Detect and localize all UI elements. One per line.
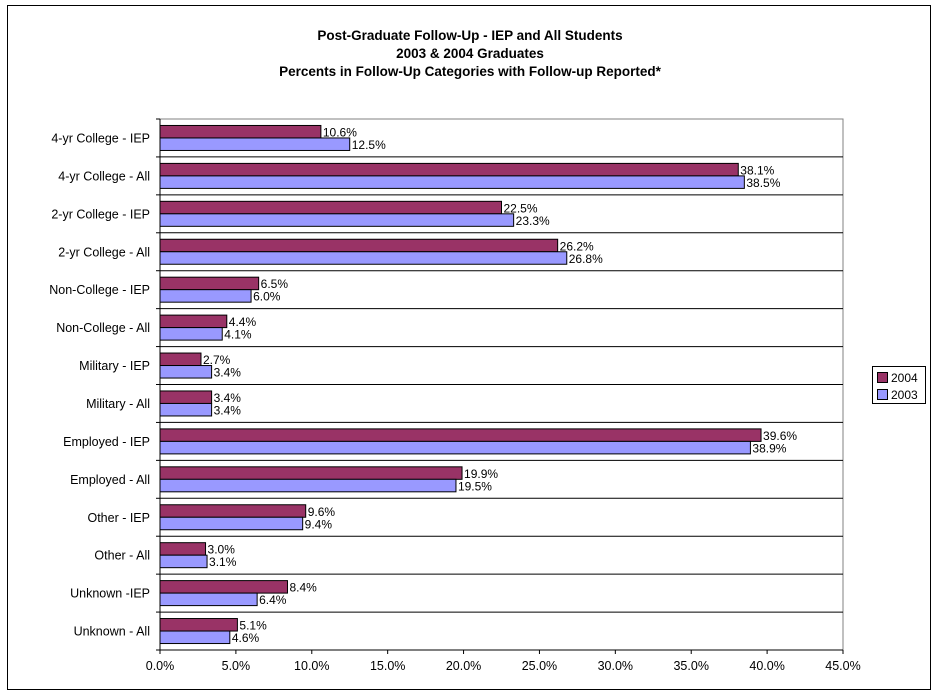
x-tick-label: 45.0% [825,659,860,673]
bar-2003 [159,175,745,189]
bar-2004 [159,618,238,632]
x-tick-label: 10.0% [294,659,329,673]
category-label: Non-College - IEP [49,283,150,297]
x-tick-label: 15.0% [370,659,405,673]
data-label-2004: 38.1% [740,163,774,177]
bar-2003 [159,289,252,303]
data-label-2004: 22.5% [504,201,538,215]
data-label-2003: 12.5% [352,138,386,152]
category-label: 4-yr College - All [58,169,150,183]
data-label-2004: 2.7% [203,353,231,367]
data-label-2003: 38.9% [752,441,786,455]
category-label: Other - IEP [87,511,150,525]
bar-2004 [159,276,260,291]
data-label-2003: 23.3% [516,214,550,228]
bar-2003 [159,137,351,151]
x-tick-label: 5.0% [222,659,251,673]
data-label-2003: 38.5% [746,176,780,190]
bar-2004 [159,162,739,177]
bar-2003 [159,554,208,569]
bar-2004 [159,504,307,518]
data-label-2003: 3.1% [209,555,237,569]
legend-swatch-2003 [877,389,888,400]
data-label-2003: 19.5% [458,479,492,493]
chart-title: Post-Graduate Follow-Up - IEP and All St… [317,28,623,43]
bar-2004 [159,390,213,404]
bar-2003 [159,516,304,531]
data-label-2003: 3.4% [214,403,242,417]
bar-2004 [159,542,207,556]
data-label-2003: 4.6% [232,631,260,645]
data-label-2003: 3.4% [214,366,242,380]
data-label-2003: 9.4% [305,517,333,531]
bar-2004 [159,580,288,594]
data-label-2004: 26.2% [560,239,594,253]
category-label: Military - IEP [79,359,150,373]
bar-2004 [159,352,202,367]
x-tick-label: 25.0% [522,659,557,673]
bar-2003 [159,478,457,493]
bar-2003 [159,402,213,417]
x-tick-label: 35.0% [673,659,708,673]
data-label-2004: 4.4% [229,315,257,329]
chart-subtitle-2: Percents in Follow-Up Categories with Fo… [279,64,661,79]
data-label-2004: 3.4% [214,391,242,405]
bar-2004 [159,238,559,253]
category-label: Unknown -IEP [70,587,150,601]
x-tick-label: 30.0% [598,659,633,673]
data-label-2003: 6.0% [253,290,281,304]
bar-2003 [159,592,258,607]
x-tick-label: 20.0% [446,659,481,673]
data-label-2003: 26.8% [569,252,603,266]
category-label: Military - All [86,397,150,411]
bar-2004 [159,428,762,442]
category-label: 2-yr College - All [58,245,150,259]
bar-2004 [159,466,463,480]
data-label-2004: 9.6% [308,505,336,519]
bar-2003 [159,630,231,645]
bar-2003 [159,440,751,455]
category-label: Employed - All [70,473,150,487]
x-tick-label: 0.0% [146,659,175,673]
category-label: Non-College - All [56,321,150,335]
legend-label-2003: 2003 [891,387,918,402]
bar-2004 [159,200,502,215]
chart-titles: Post-Graduate Follow-Up - IEP and All St… [0,0,940,81]
x-tick-label: 40.0% [749,659,784,673]
data-label-2003: 6.4% [259,593,287,607]
data-label-2004: 5.1% [239,619,267,633]
bar-2003 [159,213,515,227]
bar-2003 [159,251,568,265]
legend-item-2004: 2004 [877,369,925,386]
bar-2004 [159,124,322,139]
category-label: Other - All [94,549,150,563]
data-label-2004: 6.5% [261,277,289,291]
bar-2003 [159,327,223,341]
data-label-2004: 10.6% [323,125,357,139]
legend-item-2003: 2003 [877,386,925,403]
chart-subtitle: 2003 & 2004 Graduates [396,46,544,61]
legend-swatch-2004 [877,372,888,383]
category-label: Employed - IEP [63,435,150,449]
data-label-2004: 3.0% [208,543,236,557]
bar-2003 [159,365,213,379]
legend: 2004 2003 [872,366,926,404]
category-label: Unknown - All [74,625,150,639]
data-label-2003: 4.1% [224,328,252,342]
data-label-2004: 39.6% [763,429,797,443]
data-label-2004: 8.4% [289,581,317,595]
bar-2004 [159,314,228,329]
legend-label-2004: 2004 [891,370,918,385]
category-label: 4-yr College - IEP [51,131,150,145]
category-label: 2-yr College - IEP [51,207,150,221]
data-label-2004: 19.9% [464,467,498,481]
